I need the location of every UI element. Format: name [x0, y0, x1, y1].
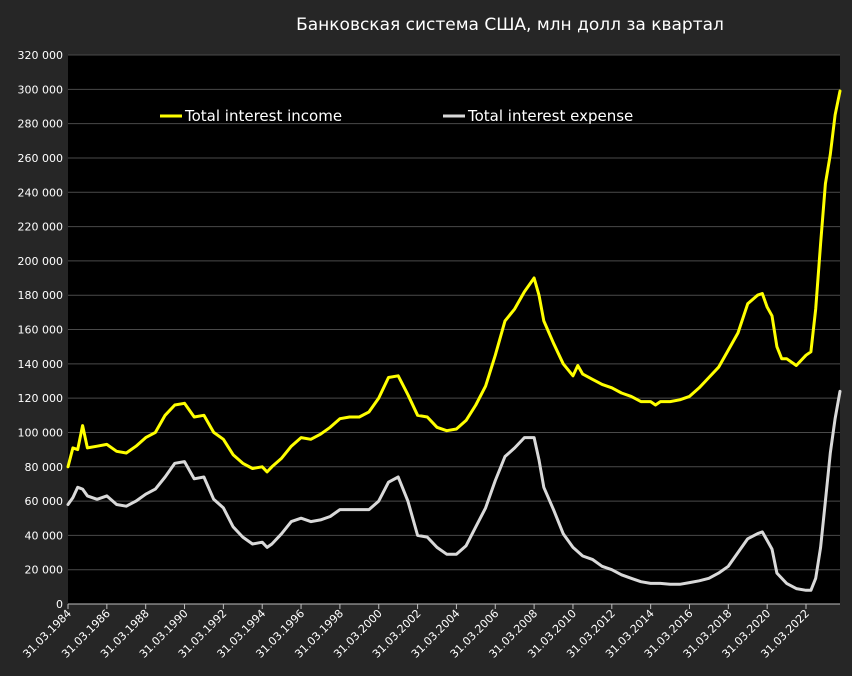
legend-label-income: Total interest income: [184, 107, 342, 125]
chart-title: Банковская система США, млн долл за квар…: [296, 15, 724, 35]
y-tick-label: 140 000: [18, 358, 64, 371]
y-tick-label: 220 000: [18, 221, 64, 234]
y-tick-label: 40 000: [25, 529, 64, 542]
grid-lines: [68, 54, 840, 571]
y-tick-label: 180 000: [18, 289, 64, 302]
y-tick-label: 160 000: [18, 324, 64, 337]
y-tick-label: 320 000: [18, 49, 64, 62]
y-tick-label: 0: [56, 598, 63, 611]
legend-item-income: Total interest income: [160, 107, 342, 125]
y-tick-label: 120 000: [18, 392, 64, 405]
legend-item-expense: Total interest expense: [443, 107, 633, 125]
legend: Total interest income Total interest exp…: [160, 107, 633, 125]
y-tick-label: 240 000: [18, 186, 64, 199]
y-tick-label: 260 000: [18, 152, 64, 165]
y-tick-label: 80 000: [25, 461, 64, 474]
series-lines: [66, 89, 842, 592]
legend-label-expense: Total interest expense: [467, 107, 633, 125]
y-axis: 0 20 000 40 000 60 000 80 000 100 000 120 000 1…: [18, 49, 64, 611]
y-tick-label: 280 000: [18, 118, 64, 131]
y-tick-label: 300 000: [18, 83, 64, 96]
y-tick-label: 200 000: [18, 255, 64, 268]
series-line-expense: [66, 389, 842, 592]
y-tick-label: 20 000: [25, 564, 64, 577]
y-tick-label: 100 000: [18, 426, 64, 439]
series-line-income: [66, 89, 842, 474]
y-tick-label: 60 000: [25, 495, 64, 508]
